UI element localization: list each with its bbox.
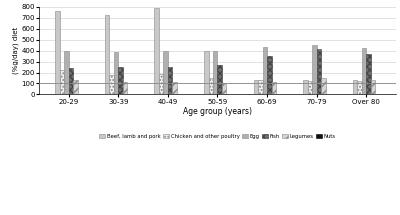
X-axis label: Age group (years): Age group (years) [183,108,252,116]
Bar [321,78,326,94]
Bar [222,83,226,94]
Bar [308,81,312,94]
Bar [73,80,78,94]
Bar [204,51,208,94]
Bar [267,55,272,94]
Bar [208,78,213,94]
Bar [357,81,362,94]
Bar [55,11,60,94]
Bar [312,45,317,94]
Bar [164,51,168,94]
Bar [303,80,308,94]
Bar [159,74,164,94]
Bar [317,49,321,94]
Bar [272,82,276,94]
Legend: Beef, lamb and pork, Chicken and other poultry, Egg, Fish, Legumes, Nuts: Beef, lamb and pork, Chicken and other p… [98,133,337,140]
Bar [69,68,73,94]
Bar [366,54,371,94]
Bar [172,82,177,94]
Bar [118,67,123,94]
Bar [114,52,118,94]
Bar [362,48,366,94]
Bar [353,80,357,94]
Bar [123,82,127,94]
Bar [262,47,267,94]
Bar [154,8,159,94]
Bar [254,80,258,94]
Bar [213,51,218,94]
Bar [258,80,262,94]
Bar [371,80,375,94]
Y-axis label: (%g/day) diet: (%g/day) diet [12,27,19,74]
Bar [60,70,64,94]
Bar [64,51,69,94]
Bar [109,75,114,94]
Bar [105,15,109,94]
Bar [168,67,172,94]
Bar [218,65,222,94]
